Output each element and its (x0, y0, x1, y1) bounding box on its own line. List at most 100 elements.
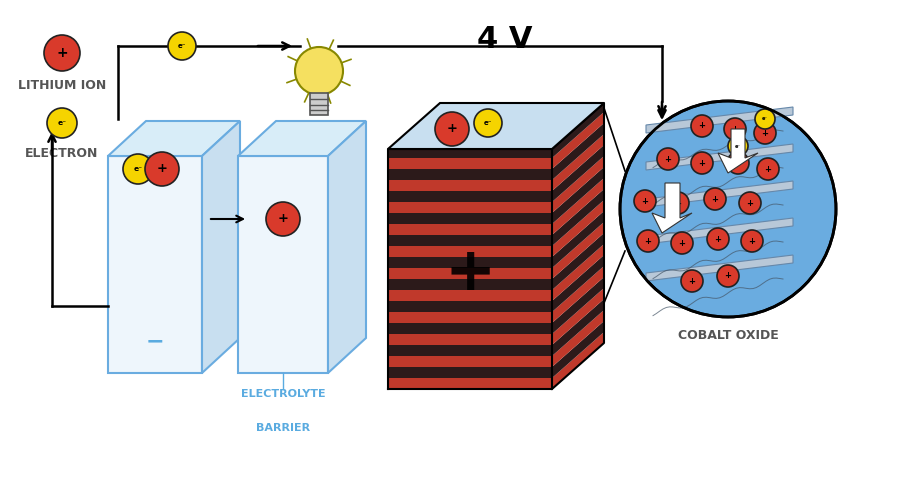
Text: e⁻: e⁻ (762, 116, 768, 121)
Polygon shape (388, 180, 552, 191)
Circle shape (637, 230, 659, 252)
Text: +: + (725, 272, 732, 280)
Text: BARRIER: BARRIER (256, 423, 310, 433)
Text: +: + (764, 164, 771, 173)
Polygon shape (552, 233, 604, 290)
Text: +: + (679, 239, 685, 247)
Text: +: + (156, 163, 167, 175)
Polygon shape (388, 257, 552, 268)
Polygon shape (646, 107, 793, 133)
Text: e⁻: e⁻ (178, 43, 186, 49)
Polygon shape (552, 211, 604, 268)
Circle shape (707, 228, 729, 250)
Polygon shape (552, 244, 604, 301)
Text: +: + (746, 198, 753, 208)
Circle shape (671, 232, 693, 254)
Polygon shape (552, 277, 604, 334)
Circle shape (667, 192, 689, 214)
Polygon shape (388, 279, 552, 290)
Polygon shape (388, 323, 552, 334)
Circle shape (295, 47, 343, 95)
Polygon shape (202, 121, 240, 373)
Circle shape (754, 122, 776, 144)
Polygon shape (388, 312, 552, 323)
Circle shape (620, 101, 836, 317)
Polygon shape (388, 191, 552, 202)
Polygon shape (388, 202, 552, 213)
Text: +: + (445, 245, 496, 303)
Polygon shape (552, 123, 604, 180)
Polygon shape (388, 103, 604, 149)
Text: −: − (145, 331, 164, 351)
Polygon shape (646, 255, 793, 281)
Polygon shape (388, 367, 552, 378)
Text: +: + (732, 125, 738, 134)
Polygon shape (652, 183, 692, 233)
Circle shape (435, 112, 469, 146)
Text: +: + (641, 196, 648, 206)
Polygon shape (552, 167, 604, 224)
Polygon shape (718, 129, 758, 173)
Polygon shape (646, 181, 793, 207)
Polygon shape (646, 218, 793, 244)
Text: +: + (57, 46, 68, 60)
Polygon shape (108, 121, 240, 156)
Polygon shape (388, 158, 552, 169)
Circle shape (757, 158, 779, 180)
Text: e⁻: e⁻ (484, 120, 492, 126)
Text: +: + (277, 213, 288, 225)
Polygon shape (552, 103, 604, 158)
Polygon shape (388, 268, 552, 279)
Circle shape (741, 230, 763, 252)
Polygon shape (646, 144, 793, 170)
Polygon shape (328, 121, 366, 373)
Polygon shape (552, 310, 604, 367)
Polygon shape (388, 345, 552, 356)
Polygon shape (552, 299, 604, 356)
Text: +: + (446, 122, 457, 136)
Polygon shape (552, 321, 604, 378)
Text: +: + (749, 237, 755, 246)
Circle shape (681, 270, 703, 292)
Text: 4 V: 4 V (477, 25, 533, 54)
Polygon shape (388, 290, 552, 301)
Text: e⁻: e⁻ (735, 143, 741, 148)
Circle shape (691, 115, 713, 137)
Text: COBALT OXIDE: COBALT OXIDE (678, 329, 779, 342)
Circle shape (634, 190, 656, 212)
Polygon shape (552, 145, 604, 202)
Polygon shape (552, 156, 604, 213)
Polygon shape (388, 334, 552, 345)
Text: +: + (699, 121, 706, 131)
Polygon shape (388, 224, 552, 235)
Text: +: + (674, 198, 682, 208)
Polygon shape (552, 222, 604, 279)
Text: +: + (699, 159, 706, 167)
Circle shape (717, 265, 739, 287)
Polygon shape (388, 246, 552, 257)
Circle shape (727, 152, 749, 174)
Polygon shape (238, 156, 328, 373)
Text: +: + (645, 237, 652, 246)
Text: e⁻: e⁻ (57, 120, 66, 126)
Polygon shape (552, 266, 604, 323)
Circle shape (145, 152, 179, 186)
Text: +: + (711, 194, 718, 203)
Text: ELECTRON: ELECTRON (25, 147, 99, 160)
Text: +: + (715, 235, 721, 244)
Circle shape (728, 136, 748, 156)
Circle shape (691, 152, 713, 174)
Polygon shape (108, 156, 202, 373)
Polygon shape (552, 178, 604, 235)
Text: +: + (762, 129, 769, 137)
Circle shape (704, 188, 726, 210)
Circle shape (755, 109, 775, 129)
Polygon shape (552, 200, 604, 257)
Text: +: + (665, 155, 672, 164)
Polygon shape (388, 235, 552, 246)
Circle shape (44, 35, 80, 71)
Circle shape (47, 108, 77, 138)
Polygon shape (388, 356, 552, 367)
Circle shape (657, 148, 679, 170)
Polygon shape (388, 378, 552, 389)
